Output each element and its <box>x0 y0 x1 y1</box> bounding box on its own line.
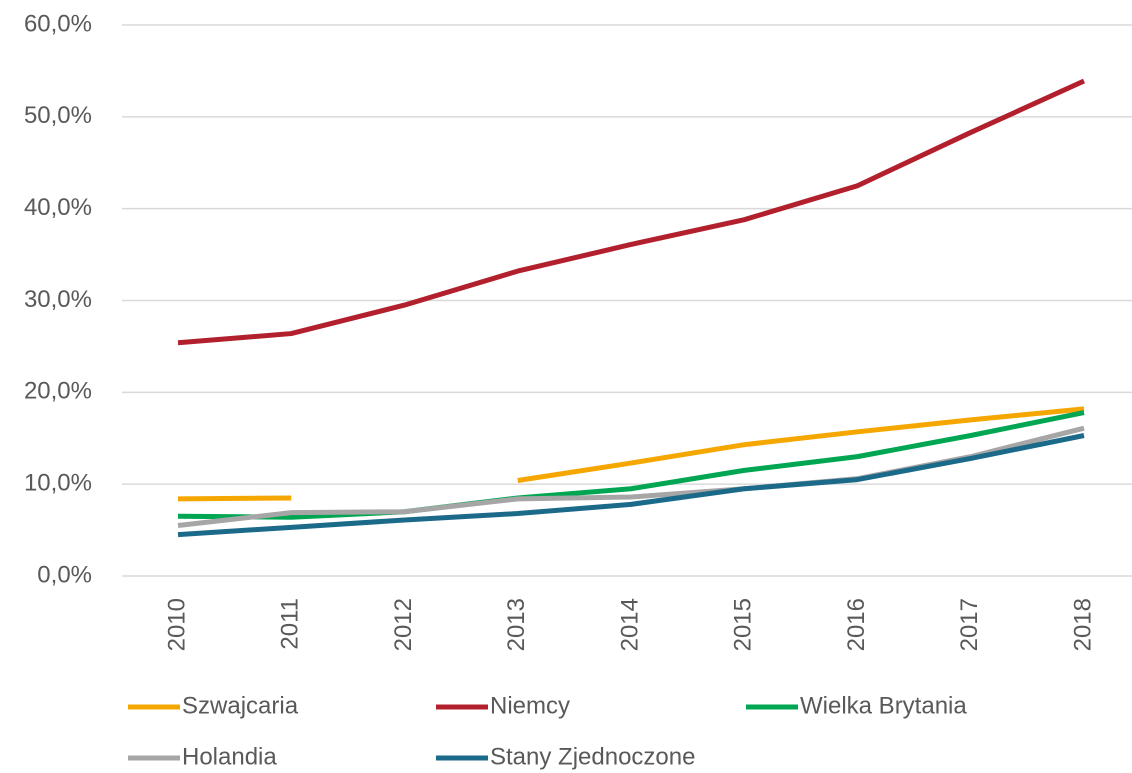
legend-label: Wielka Brytania <box>800 692 967 719</box>
legend-label: Niemcy <box>490 692 570 719</box>
x-tick-label: 2018 <box>1069 598 1096 651</box>
legend-label: Holandia <box>182 743 277 770</box>
x-tick-label: 2011 <box>277 598 304 650</box>
y-tick-label: 10,0% <box>24 470 92 497</box>
x-tick-label: 2017 <box>956 598 983 651</box>
y-tick-label: 0,0% <box>37 561 92 588</box>
x-tick-label: 2016 <box>843 598 870 651</box>
y-tick-label: 30,0% <box>24 286 92 313</box>
x-tick-label: 2014 <box>616 598 643 651</box>
x-tick-label: 2013 <box>503 598 530 651</box>
y-tick-label: 60,0% <box>24 10 92 37</box>
series-line <box>177 406 1085 502</box>
series-line <box>177 410 1085 520</box>
x-tick-label: 2015 <box>730 598 757 651</box>
series-line <box>177 425 1085 528</box>
series-line <box>177 78 1086 346</box>
y-tick-label: 20,0% <box>24 378 92 405</box>
legend-label: Szwajcaria <box>182 692 299 719</box>
legend-label: Stany Zjednoczone <box>490 743 695 770</box>
x-tick-label: 2010 <box>163 598 190 651</box>
y-tick-label: 50,0% <box>24 102 92 129</box>
x-tick-label: 2012 <box>390 598 417 651</box>
series-line <box>177 433 1085 538</box>
y-tick-label: 40,0% <box>24 194 92 221</box>
